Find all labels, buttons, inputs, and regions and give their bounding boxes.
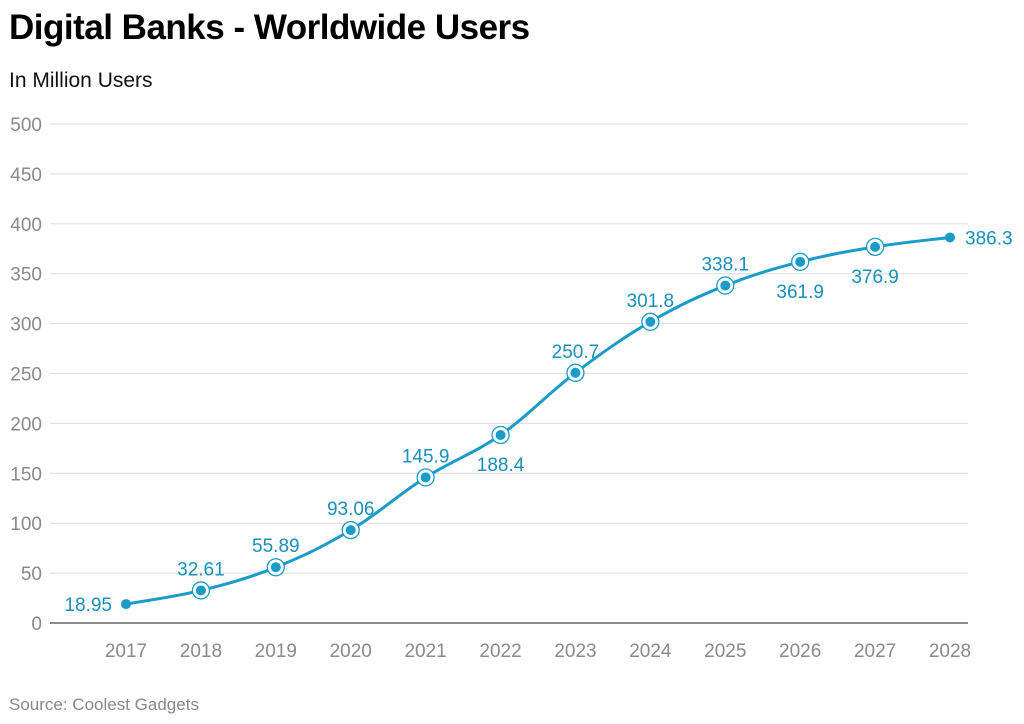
chart-subtitle: In Million Users [9, 69, 153, 92]
x-tick-label: 2027 [854, 641, 896, 662]
y-tick-label: 500 [10, 115, 42, 136]
data-point-dot [345, 525, 356, 536]
data-point [416, 468, 435, 487]
data-point [865, 237, 885, 257]
data-point [945, 232, 955, 243]
y-tick-label: 450 [10, 165, 42, 186]
y-tick-label: 250 [10, 365, 42, 386]
data-point-dot [121, 599, 131, 610]
y-tick-label: 150 [10, 464, 42, 485]
series-line [124, 235, 952, 606]
series-line-layer [124, 235, 952, 606]
data-label: 145.9 [402, 446, 450, 467]
data-labels: 18.95 32.61 55.89 93.06 145.9 188.4 250.7 301.8… [64, 228, 1012, 616]
data-point [641, 312, 660, 331]
x-tick-label: 2018 [180, 641, 222, 662]
x-tick-label: 2017 [105, 641, 147, 662]
x-tick-label: 2024 [629, 641, 672, 662]
y-tick-label: 100 [10, 514, 42, 535]
y-axis-ticks: 0 50 100 150 200 250 300 350 400 450 500 [10, 115, 42, 635]
data-point [121, 599, 131, 610]
y-tick-label: 400 [10, 215, 42, 236]
data-point [491, 425, 510, 445]
data-label: 361.9 [776, 282, 824, 303]
data-label: 93.06 [327, 499, 375, 520]
x-axis-ticks: 2017 2018 2019 2020 2021 2022 2023 2024 2025 2026… [105, 641, 971, 662]
y-tick-label: 50 [21, 564, 42, 585]
data-point-dot [195, 585, 206, 596]
x-tick-label: 2026 [779, 641, 821, 662]
data-point [716, 276, 735, 295]
y-tick-label: 350 [10, 265, 42, 286]
x-tick-label: 2021 [404, 641, 446, 662]
data-label: 386.3 [965, 228, 1013, 249]
data-point-dot [420, 472, 431, 483]
data-label: 18.95 [64, 595, 112, 616]
data-point-dot [495, 429, 506, 440]
data-point [191, 581, 211, 600]
x-tick-label: 2020 [330, 641, 372, 662]
chart-title: Digital Banks - Worldwide Users [9, 8, 530, 47]
data-point-dot [720, 280, 731, 291]
y-tick-label: 300 [10, 315, 42, 336]
source-note: Source: Coolest Gadgets [9, 695, 199, 714]
data-label: 32.61 [177, 559, 225, 580]
grid-lines [50, 123, 968, 624]
data-label: 338.1 [701, 255, 749, 276]
x-tick-label: 2028 [929, 641, 971, 662]
data-label: 250.7 [552, 342, 600, 363]
y-tick-label: 200 [10, 414, 42, 435]
x-tick-label: 2025 [704, 641, 746, 662]
data-point [266, 558, 285, 577]
data-point [791, 252, 810, 271]
data-label: 188.4 [477, 455, 525, 476]
data-point-dot [270, 562, 281, 573]
data-point-dot [645, 316, 656, 327]
data-label: 376.9 [851, 267, 899, 288]
data-point-dot [945, 232, 955, 243]
data-points [121, 232, 955, 610]
data-label: 301.8 [627, 291, 675, 312]
y-tick-label: 0 [31, 614, 42, 635]
data-point [566, 363, 585, 382]
data-point-dot [795, 256, 806, 267]
data-point-dot [570, 367, 581, 378]
data-point [341, 520, 360, 540]
data-point-dot [870, 241, 881, 252]
x-tick-label: 2019 [255, 641, 297, 662]
data-label: 55.89 [252, 536, 300, 557]
x-tick-label: 2022 [479, 641, 521, 662]
x-tick-label: 2023 [554, 641, 596, 662]
